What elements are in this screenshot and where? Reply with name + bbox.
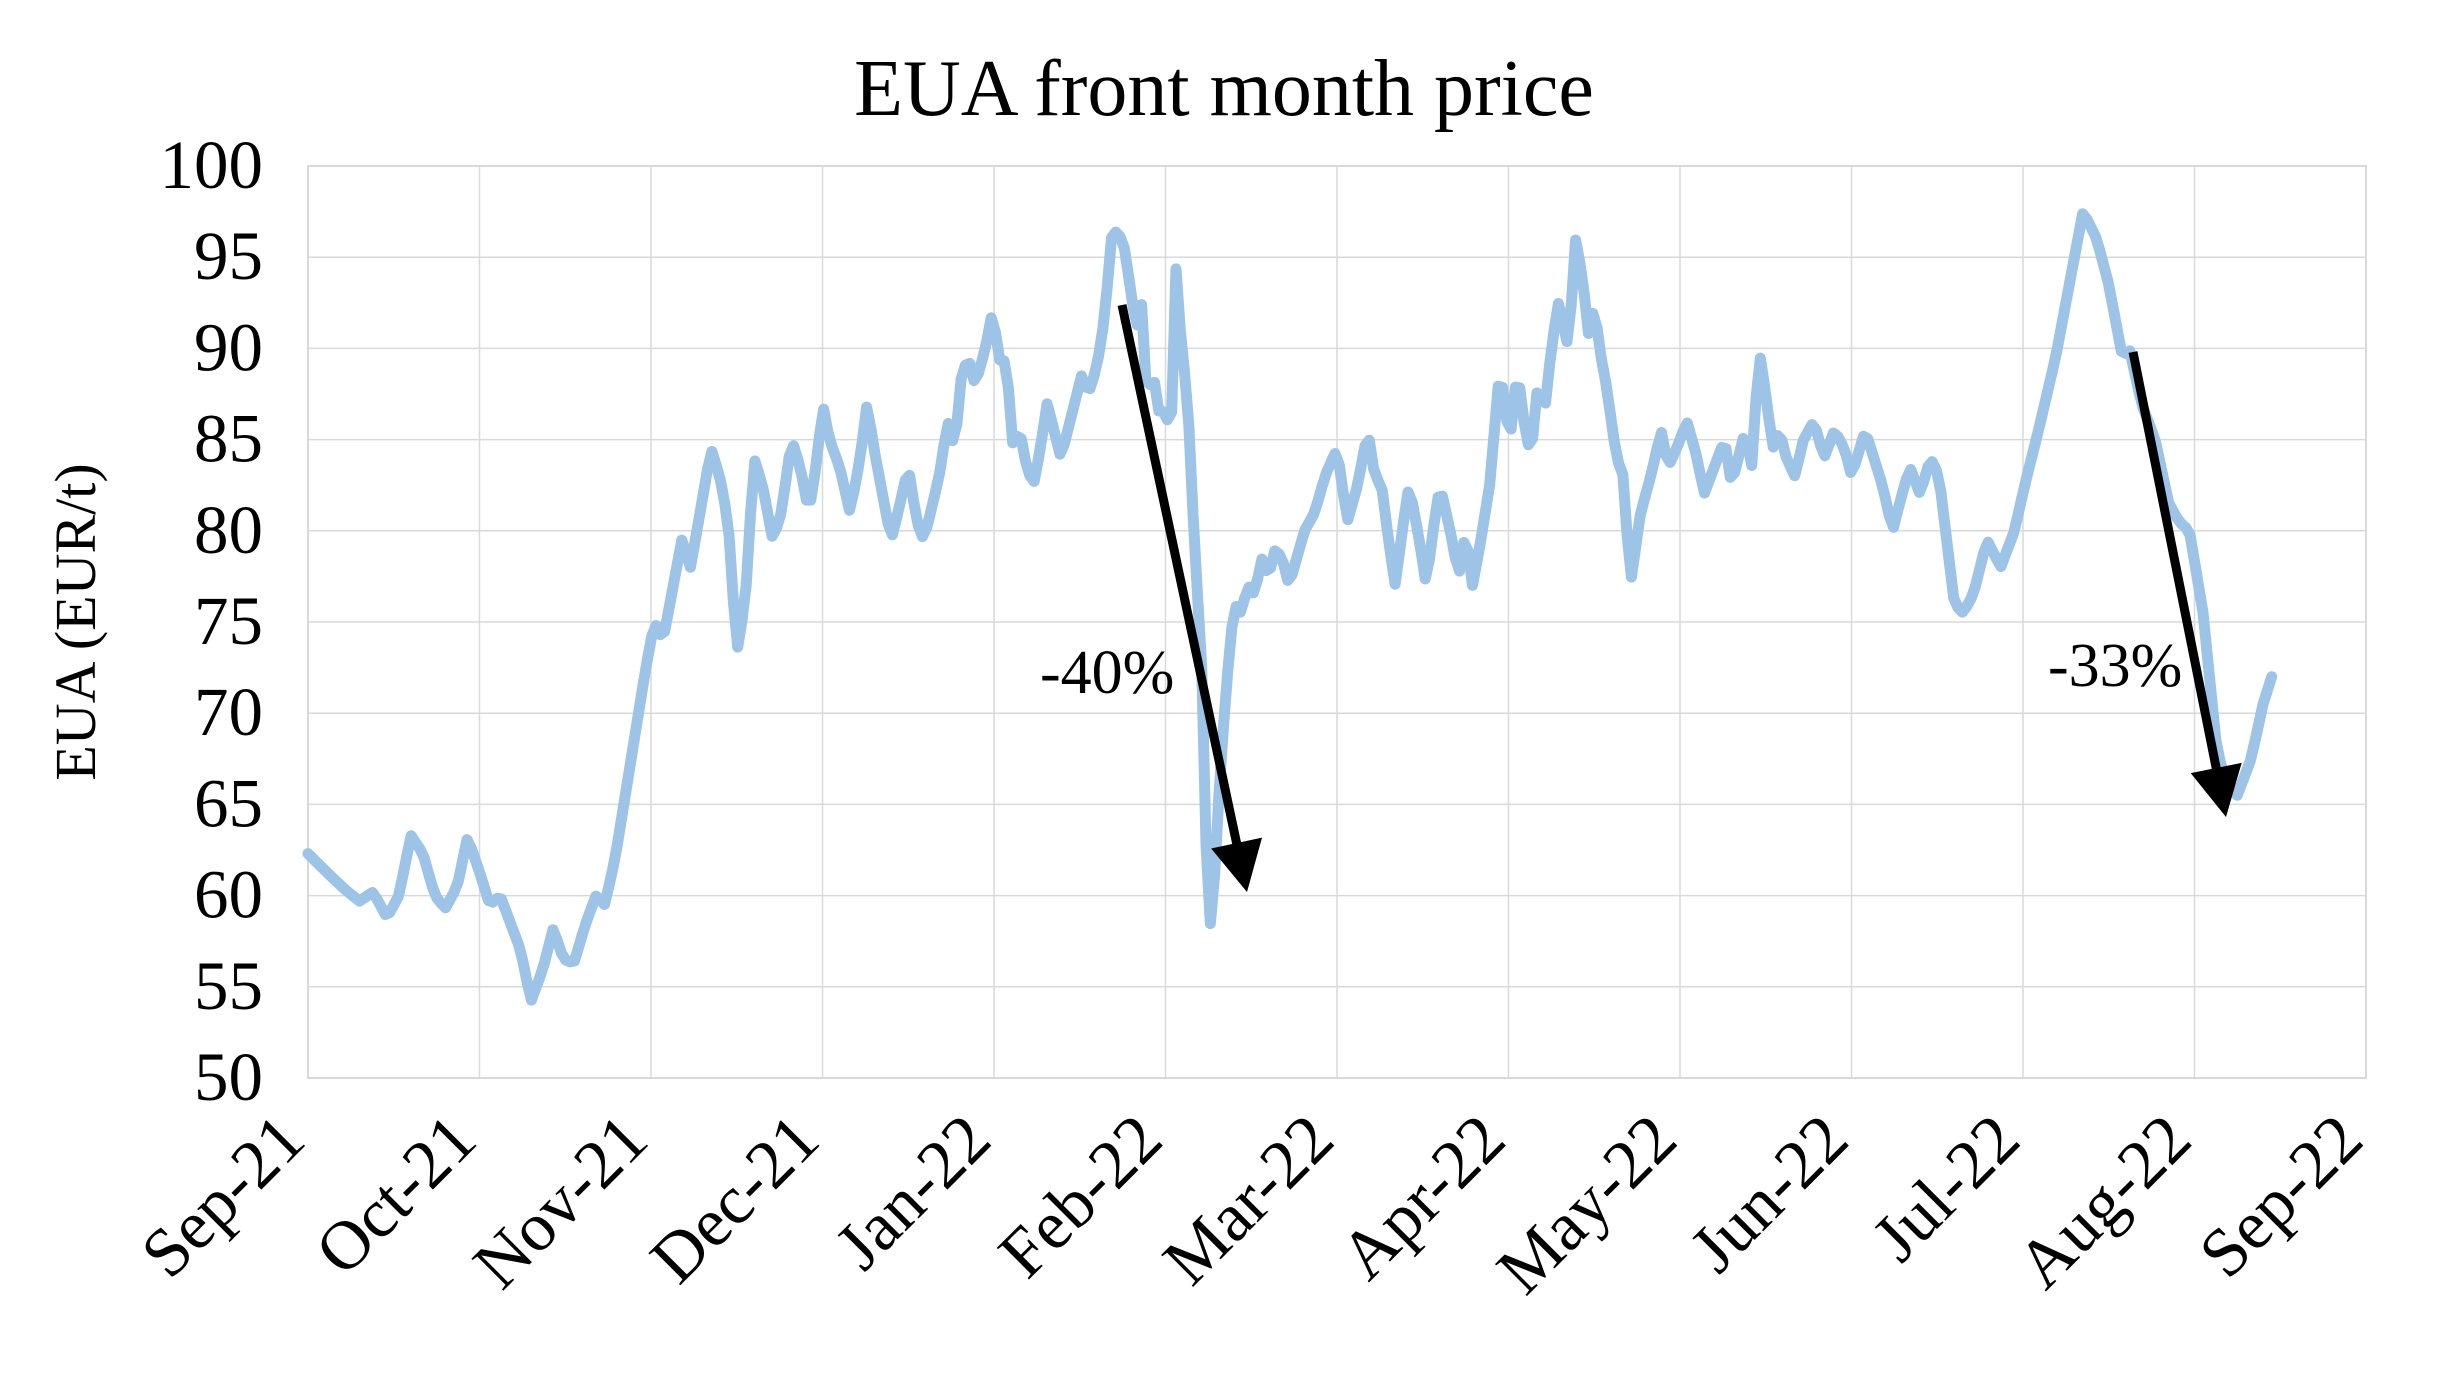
svg-text:60: 60 — [194, 857, 263, 933]
svg-text:75: 75 — [194, 583, 263, 659]
svg-text:80: 80 — [194, 492, 263, 568]
svg-text:Nov-21: Nov-21 — [459, 1100, 662, 1303]
svg-text:Jun-22: Jun-22 — [1676, 1100, 1863, 1287]
svg-text:Apr-22: Apr-22 — [1325, 1100, 1519, 1294]
svg-text:Oct-21: Oct-21 — [301, 1100, 490, 1289]
svg-text:95: 95 — [194, 218, 263, 294]
svg-text:55: 55 — [194, 948, 263, 1024]
svg-text:85: 85 — [194, 401, 263, 477]
svg-text:Sep-22: Sep-22 — [2185, 1100, 2377, 1292]
svg-text:Sep-21: Sep-21 — [127, 1100, 319, 1292]
svg-text:70: 70 — [194, 674, 263, 750]
svg-text:-33%: -33% — [2048, 632, 2182, 700]
svg-text:Jan-22: Jan-22 — [821, 1100, 1005, 1284]
svg-text:Aug-22: Aug-22 — [2002, 1100, 2205, 1303]
svg-text:90: 90 — [194, 309, 263, 385]
svg-text:65: 65 — [194, 765, 263, 841]
svg-text:Mar-22: Mar-22 — [1149, 1100, 1348, 1299]
svg-text:Dec-21: Dec-21 — [636, 1100, 833, 1297]
svg-text:May-22: May-22 — [1482, 1100, 1690, 1308]
svg-text:Feb-22: Feb-22 — [984, 1100, 1176, 1292]
svg-text:-40%: -40% — [1040, 639, 1174, 707]
svg-text:EUA (EUR/t): EUA (EUR/t) — [43, 463, 108, 780]
svg-text:50: 50 — [194, 1039, 263, 1115]
svg-text:100: 100 — [160, 127, 264, 203]
